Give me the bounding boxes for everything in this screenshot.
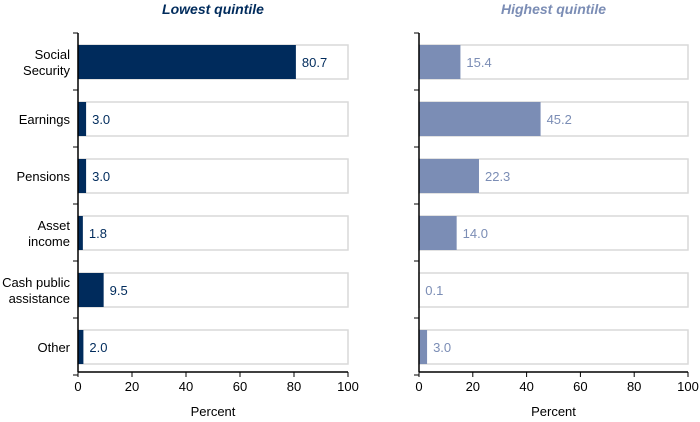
- category-label: Pensions: [17, 169, 71, 184]
- x-tick-label: 80: [627, 379, 641, 394]
- bar-background: [418, 44, 689, 80]
- category-label: income: [28, 234, 70, 249]
- bar-background: [418, 272, 689, 308]
- category-label: Social: [35, 47, 71, 62]
- bar-background: [77, 101, 349, 137]
- data-label: 3.0: [92, 112, 110, 127]
- data-label: 80.7: [302, 55, 327, 70]
- bar: [419, 102, 541, 136]
- bar: [78, 330, 84, 364]
- bar: [419, 216, 457, 250]
- x-tick-label: 60: [573, 379, 587, 394]
- bar-background: [77, 215, 349, 251]
- bar-background: [418, 215, 689, 251]
- bar-background: [418, 329, 689, 365]
- data-label: 15.4: [466, 55, 491, 70]
- bar: [419, 330, 428, 364]
- chart-title: Lowest quintile: [162, 1, 264, 17]
- data-label: 0.1: [425, 283, 443, 298]
- data-label: 45.2: [547, 112, 572, 127]
- bar: [78, 216, 83, 250]
- data-label: 9.5: [110, 283, 128, 298]
- bar: [78, 45, 296, 79]
- data-label: 14.0: [463, 226, 488, 241]
- data-label: 2.0: [89, 340, 107, 355]
- data-label: 22.3: [485, 169, 510, 184]
- category-label: Other: [37, 340, 70, 355]
- x-tick-label: 40: [519, 379, 533, 394]
- category-label: assistance: [9, 291, 70, 306]
- data-label: 1.8: [89, 226, 107, 241]
- bar: [419, 159, 479, 193]
- x-tick-label: 100: [677, 379, 699, 394]
- category-label: Earnings: [19, 112, 71, 127]
- x-axis-label: Percent: [191, 404, 236, 419]
- bar-background: [77, 272, 349, 308]
- x-tick-label: 0: [415, 379, 422, 394]
- bar: [419, 45, 461, 79]
- data-label: 3.0: [92, 169, 110, 184]
- x-tick-label: 20: [125, 379, 139, 394]
- x-tick-label: 40: [179, 379, 193, 394]
- x-tick-label: 0: [74, 379, 81, 394]
- bar: [78, 273, 104, 307]
- x-axis-label: Percent: [531, 404, 576, 419]
- chart-title: Highest quintile: [501, 1, 606, 17]
- category-label: Asset: [37, 218, 70, 233]
- bar-background: [77, 329, 349, 365]
- data-label: 3.0: [433, 340, 451, 355]
- x-tick-label: 60: [233, 379, 247, 394]
- x-tick-label: 80: [287, 379, 301, 394]
- panel-highest-quintile: Highest quintile 15.4 45.2 22.3 14.0 0.1 3.0 0 2…: [414, 1, 699, 419]
- category-label: Security: [23, 63, 70, 78]
- bar: [78, 102, 87, 136]
- category-label: Cash public: [2, 275, 70, 290]
- x-tick-label: 100: [337, 379, 359, 394]
- bar-background: [77, 158, 349, 194]
- x-tick-label: 20: [466, 379, 480, 394]
- bar: [78, 159, 87, 193]
